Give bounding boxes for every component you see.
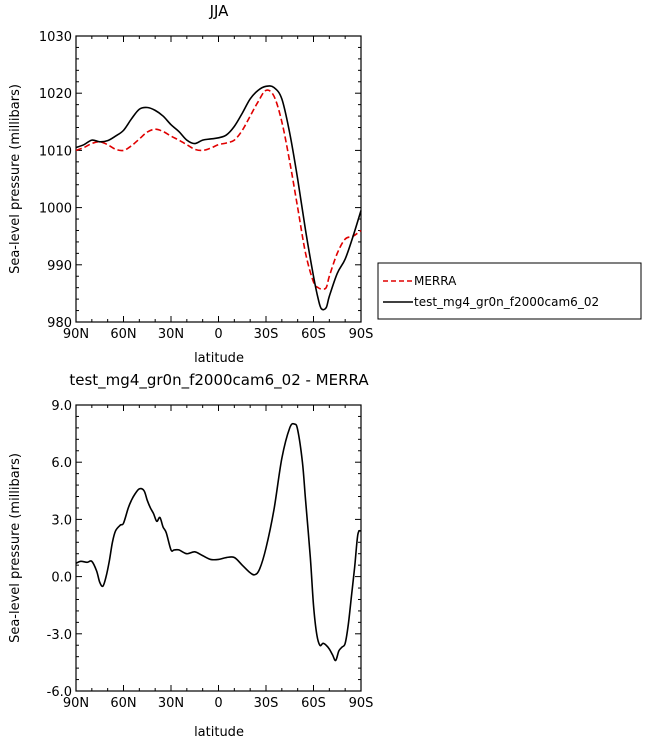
bottom-x-tick-label: 30S xyxy=(254,696,279,711)
top-series-line-0 xyxy=(75,89,362,290)
top-y-tick-label: 1010 xyxy=(39,144,72,159)
bottom-x-axis-label: latitude xyxy=(194,725,244,740)
top-x-tick-label: 30N xyxy=(158,327,184,342)
bottom-series xyxy=(75,422,362,662)
top-y-tick-label: 1030 xyxy=(39,30,72,45)
bottom-x-tick-label: 60N xyxy=(110,696,136,711)
top-series xyxy=(75,85,362,311)
bottom-ticks: 90N 60N 30N 0 30S 60S 90S -6.0 -3.0 0.0 3.0 6.0 9.0 xyxy=(47,399,374,711)
top-x-tick-label: 60S xyxy=(301,327,326,342)
bottom-y-tick-label: -6.0 xyxy=(47,685,72,700)
top-y-tick-label: 990 xyxy=(47,259,72,274)
top-chart-title: JJA xyxy=(209,2,230,20)
top-series-line-1 xyxy=(75,85,362,311)
bottom-y-tick-label: 0.0 xyxy=(51,571,72,586)
bottom-x-tick-label: 60S xyxy=(301,696,326,711)
bottom-y-tick-label: 9.0 xyxy=(51,399,72,414)
legend-box xyxy=(377,262,642,320)
bottom-x-tick-label: 30N xyxy=(158,696,184,711)
top-x-tick-label: 0 xyxy=(214,327,222,342)
bottom-panel: test_mg4_gr0n_f2000cam6_02 - MERRA 90N 60… xyxy=(8,371,373,740)
bottom-y-tick-label: -3.0 xyxy=(47,628,72,643)
legend-label-merra: MERRA xyxy=(414,274,457,288)
legend: MERRA test_mg4_gr0n_f2000cam6_02 xyxy=(377,262,642,320)
top-x-tick-label: 60N xyxy=(110,327,136,342)
top-x-tick-label: 90N xyxy=(63,327,89,342)
top-y-tick-label: 980 xyxy=(47,316,72,331)
bottom-y-tick-label: 3.0 xyxy=(51,513,72,528)
bottom-y-tick-label: 6.0 xyxy=(51,456,72,471)
top-x-tick-label: 30S xyxy=(254,327,279,342)
top-y-tick-label: 1020 xyxy=(39,87,72,102)
bottom-plot-frame xyxy=(75,404,362,692)
top-y-axis-label: Sea-level pressure (millibars) xyxy=(8,84,23,274)
legend-label-test: test_mg4_gr0n_f2000cam6_02 xyxy=(414,295,599,309)
top-ticks: 90N 60N 30N 0 30S 60S 90S 980 990 1000 1010 1020 103… xyxy=(39,30,373,342)
top-y-tick-label: 1000 xyxy=(39,202,72,217)
top-panel: JJA 90N 60N 30N 0 30S 60S 90S 980 990 1000 1010 102… xyxy=(8,2,642,366)
top-x-tick-label: 90S xyxy=(349,327,374,342)
top-x-axis-label: latitude xyxy=(194,351,244,366)
bottom-chart-title: test_mg4_gr0n_f2000cam6_02 - MERRA xyxy=(69,371,369,390)
bottom-series-line-0 xyxy=(75,422,362,662)
bottom-y-axis-label: Sea-level pressure (millibars) xyxy=(8,453,23,643)
bottom-x-tick-label: 90S xyxy=(349,696,374,711)
top-plot-frame xyxy=(75,35,362,323)
bottom-x-tick-label: 0 xyxy=(214,696,222,711)
bottom-x-tick-label: 90N xyxy=(63,696,89,711)
